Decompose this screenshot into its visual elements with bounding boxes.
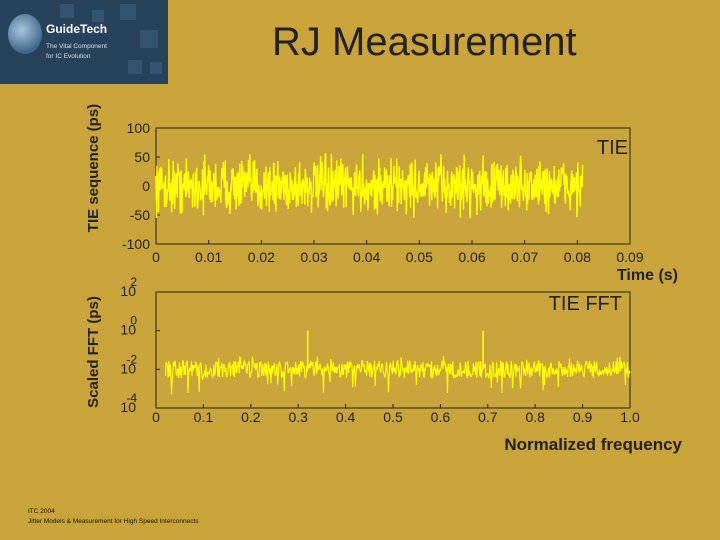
fft-x-tick-label: 0 bbox=[152, 409, 160, 425]
fft-x-tick-label: 0.8 bbox=[525, 409, 545, 425]
tie-legend-label: TIE bbox=[597, 137, 628, 159]
fft-legend-label: TIE FFT bbox=[549, 293, 622, 315]
fft-x-tick-label: 0.7 bbox=[478, 409, 498, 425]
fft-x-tick-label: 0.4 bbox=[336, 409, 356, 425]
tie-x-axis-label: Time (s) bbox=[617, 267, 678, 284]
fft-y-tick-exp: -2 bbox=[126, 352, 137, 366]
tie-x-tick-label: 0.02 bbox=[248, 249, 275, 265]
fft-x-tick-label: 0.6 bbox=[431, 409, 451, 425]
tie-y-tick-label: 0 bbox=[142, 178, 150, 194]
slide-title: RJ Measurement bbox=[272, 20, 577, 64]
fft-y-tick-base: 10 bbox=[120, 283, 136, 299]
tie-x-tick-label: 0.04 bbox=[353, 249, 380, 265]
fft-y-tick-base: 10 bbox=[120, 360, 136, 376]
tie-y-axis-label: TIE sequence (ps) bbox=[85, 104, 102, 232]
fft-y-axis-label: Scaled FFT (ps) bbox=[85, 296, 102, 408]
logo-tagline-2: for IC Evolution bbox=[46, 53, 91, 60]
fft-y-tick-base: 10 bbox=[120, 322, 136, 338]
fft-x-tick-label: 0.3 bbox=[288, 409, 308, 425]
tie-x-tick-label: 0.06 bbox=[458, 249, 485, 265]
fft-x-tick-label: 0.2 bbox=[241, 409, 261, 425]
globe-icon bbox=[8, 14, 42, 54]
tie-y-tick-label: -100 bbox=[122, 236, 150, 252]
logo-tagline-1: The Vital Component bbox=[46, 43, 107, 50]
tie-x-tick-label: 0.03 bbox=[300, 249, 327, 265]
footer-event: ITC 2004 bbox=[28, 508, 55, 515]
tie-x-tick-label: 0 bbox=[152, 249, 160, 265]
fft-series-line bbox=[164, 356, 631, 395]
fft-y-tick-exp: 0 bbox=[130, 314, 137, 328]
fft-y-tick-exp: 2 bbox=[130, 275, 137, 289]
company-logo: GuideTech The Vital Component for IC Evo… bbox=[0, 0, 168, 84]
fft-x-tick-label: 0.1 bbox=[194, 409, 214, 425]
tie-series-line bbox=[155, 153, 584, 218]
tie-x-tick-label: 0.05 bbox=[406, 249, 433, 265]
fft-x-axis-label: Normalized frequency bbox=[504, 435, 682, 454]
tie-x-tick-label: 0.09 bbox=[616, 249, 643, 265]
tie-x-tick-label: 0.08 bbox=[564, 249, 591, 265]
tie-x-tick-label: 0.01 bbox=[195, 249, 222, 265]
tie-y-tick-label: 100 bbox=[127, 120, 151, 136]
footer-talk-title: Jitter Models & Measurement for High Spe… bbox=[28, 518, 199, 525]
fft-x-tick-label: 0.9 bbox=[573, 409, 593, 425]
tie-y-tick-label: -50 bbox=[130, 207, 150, 223]
tie-x-tick-label: 0.07 bbox=[511, 249, 538, 265]
fft-x-tick-label: 1.0 bbox=[620, 409, 640, 425]
fft-y-tick-exp: -4 bbox=[126, 391, 137, 405]
fft-y-tick-base: 10 bbox=[120, 399, 136, 415]
fft-x-tick-label: 0.5 bbox=[383, 409, 403, 425]
tie-y-tick-label: 50 bbox=[134, 149, 150, 165]
logo-name: GuideTech bbox=[46, 22, 108, 36]
